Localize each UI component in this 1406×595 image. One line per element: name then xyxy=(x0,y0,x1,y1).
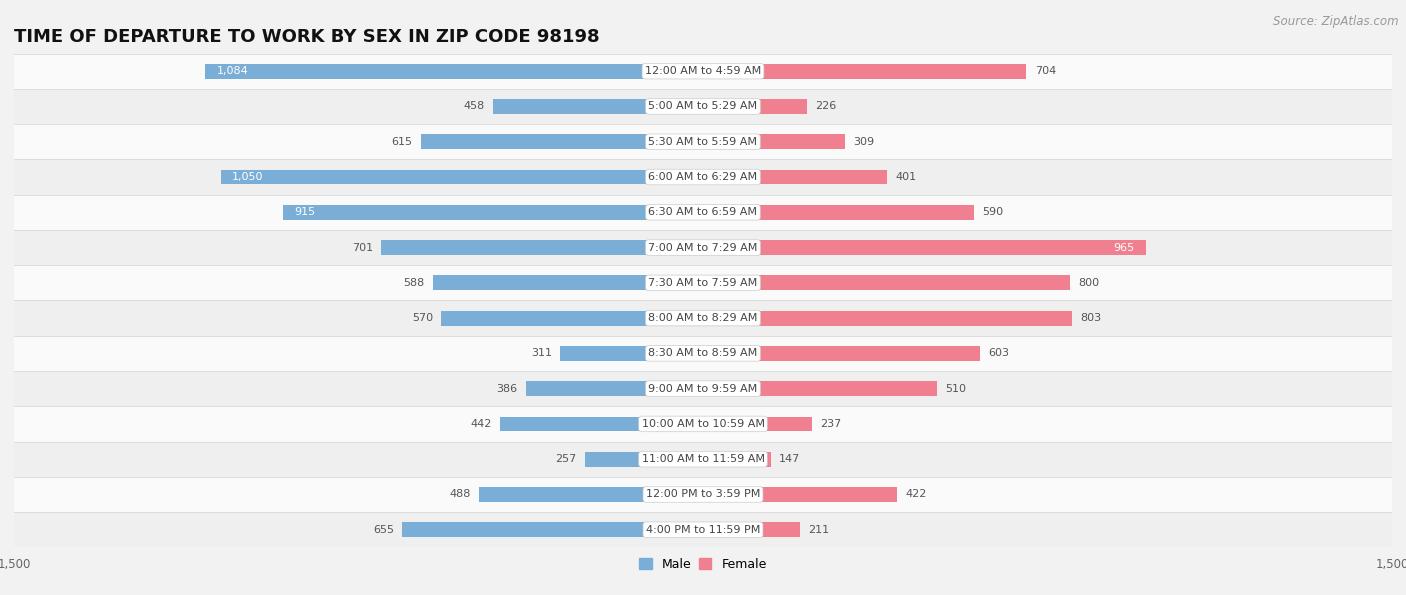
Bar xyxy=(703,346,980,361)
Bar xyxy=(585,452,703,466)
Legend: Male, Female: Male, Female xyxy=(634,553,772,576)
Text: 10:00 AM to 10:59 AM: 10:00 AM to 10:59 AM xyxy=(641,419,765,429)
Text: 7:30 AM to 7:59 AM: 7:30 AM to 7:59 AM xyxy=(648,278,758,288)
Text: 6:30 AM to 6:59 AM: 6:30 AM to 6:59 AM xyxy=(648,207,758,217)
Text: 4:00 PM to 11:59 PM: 4:00 PM to 11:59 PM xyxy=(645,525,761,535)
Text: 5:30 AM to 5:59 AM: 5:30 AM to 5:59 AM xyxy=(648,137,758,147)
Bar xyxy=(501,416,703,431)
Text: 9:00 AM to 9:59 AM: 9:00 AM to 9:59 AM xyxy=(648,384,758,394)
Text: 701: 701 xyxy=(352,243,373,252)
Text: 5:00 AM to 5:29 AM: 5:00 AM to 5:29 AM xyxy=(648,102,758,111)
Bar xyxy=(14,89,1392,124)
Bar xyxy=(14,159,1392,195)
Text: 311: 311 xyxy=(531,349,553,358)
Bar xyxy=(381,240,703,255)
Text: 12:00 AM to 4:59 AM: 12:00 AM to 4:59 AM xyxy=(645,66,761,76)
Bar xyxy=(703,416,811,431)
Bar xyxy=(703,170,887,184)
Text: Source: ZipAtlas.com: Source: ZipAtlas.com xyxy=(1274,15,1399,28)
Text: 588: 588 xyxy=(404,278,425,288)
Text: 442: 442 xyxy=(471,419,492,429)
Bar xyxy=(221,170,703,184)
Bar xyxy=(703,381,938,396)
Bar xyxy=(14,406,1392,441)
Bar xyxy=(560,346,703,361)
Text: 655: 655 xyxy=(373,525,394,535)
Bar xyxy=(433,275,703,290)
Bar xyxy=(703,99,807,114)
Text: 257: 257 xyxy=(555,454,576,464)
Text: 211: 211 xyxy=(808,525,830,535)
Bar xyxy=(283,205,703,220)
Text: 11:00 AM to 11:59 AM: 11:00 AM to 11:59 AM xyxy=(641,454,765,464)
Text: 1,050: 1,050 xyxy=(232,172,264,182)
Bar xyxy=(703,275,1070,290)
Bar xyxy=(14,512,1392,547)
Text: 401: 401 xyxy=(896,172,917,182)
Bar xyxy=(205,64,703,79)
Text: 965: 965 xyxy=(1114,243,1135,252)
Bar xyxy=(14,441,1392,477)
Text: 386: 386 xyxy=(496,384,517,394)
Text: 488: 488 xyxy=(450,490,471,499)
Text: 8:30 AM to 8:59 AM: 8:30 AM to 8:59 AM xyxy=(648,349,758,358)
Text: 603: 603 xyxy=(988,349,1010,358)
Text: 458: 458 xyxy=(463,102,485,111)
Bar xyxy=(703,205,974,220)
Text: 6:00 AM to 6:29 AM: 6:00 AM to 6:29 AM xyxy=(648,172,758,182)
Text: 8:00 AM to 8:29 AM: 8:00 AM to 8:29 AM xyxy=(648,313,758,323)
Text: 615: 615 xyxy=(391,137,412,147)
Bar xyxy=(14,265,1392,300)
Text: 510: 510 xyxy=(945,384,966,394)
Bar xyxy=(703,452,770,466)
Text: 915: 915 xyxy=(294,207,315,217)
Bar xyxy=(14,230,1392,265)
Bar xyxy=(402,522,703,537)
Bar xyxy=(14,336,1392,371)
Text: 12:00 PM to 3:59 PM: 12:00 PM to 3:59 PM xyxy=(645,490,761,499)
Bar xyxy=(703,240,1146,255)
Bar xyxy=(420,134,703,149)
Bar xyxy=(14,477,1392,512)
Bar xyxy=(14,54,1392,89)
Text: 7:00 AM to 7:29 AM: 7:00 AM to 7:29 AM xyxy=(648,243,758,252)
Text: 226: 226 xyxy=(815,102,837,111)
Bar xyxy=(703,311,1071,325)
Text: 590: 590 xyxy=(983,207,1004,217)
Bar xyxy=(526,381,703,396)
Bar xyxy=(479,487,703,502)
Text: 147: 147 xyxy=(779,454,800,464)
Text: 309: 309 xyxy=(853,137,875,147)
Bar xyxy=(703,134,845,149)
Bar xyxy=(14,195,1392,230)
Bar xyxy=(14,300,1392,336)
Bar xyxy=(703,64,1026,79)
Text: 803: 803 xyxy=(1080,313,1101,323)
Text: 1,084: 1,084 xyxy=(217,66,249,76)
Bar xyxy=(703,522,800,537)
Bar xyxy=(441,311,703,325)
Bar xyxy=(14,371,1392,406)
Text: 570: 570 xyxy=(412,313,433,323)
Bar xyxy=(703,487,897,502)
Text: 800: 800 xyxy=(1078,278,1099,288)
Text: 704: 704 xyxy=(1035,66,1056,76)
Text: 237: 237 xyxy=(820,419,841,429)
Bar xyxy=(14,124,1392,159)
Bar xyxy=(492,99,703,114)
Text: 422: 422 xyxy=(905,490,927,499)
Text: TIME OF DEPARTURE TO WORK BY SEX IN ZIP CODE 98198: TIME OF DEPARTURE TO WORK BY SEX IN ZIP … xyxy=(14,29,600,46)
